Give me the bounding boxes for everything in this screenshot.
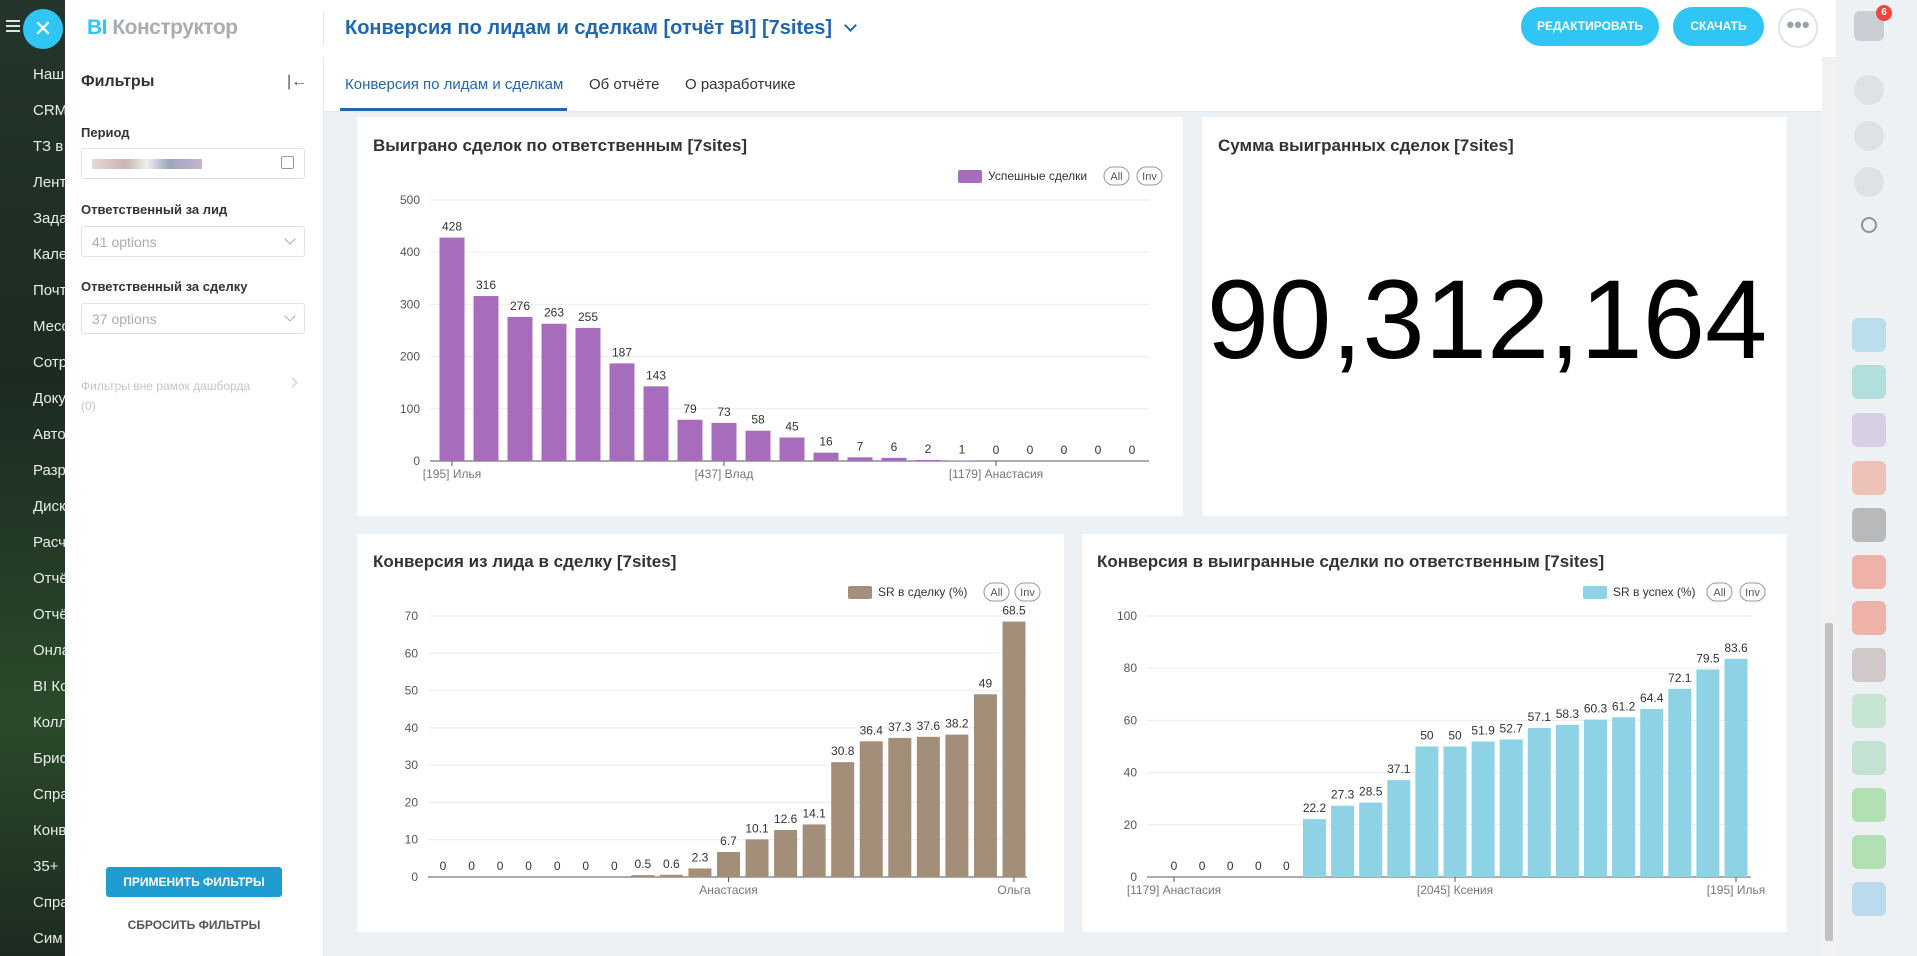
deal-owner-select[interactable]: 37 options [81, 303, 305, 334]
menu-item[interactable]: 35+ [33, 858, 59, 875]
menu-item[interactable]: Отчё [33, 570, 65, 587]
collapse-icon[interactable]: |← [287, 73, 308, 90]
chevron [284, 310, 296, 322]
menu-item[interactable]: Разр [33, 462, 65, 479]
tabs: Конверсия по лидам и сделкам Об отчёте О… [324, 57, 1822, 112]
search-icon[interactable] [1861, 217, 1877, 233]
avatar[interactable] [1852, 648, 1886, 682]
hamburger-icon[interactable] [6, 20, 20, 22]
sidebar-icon[interactable] [1854, 167, 1884, 197]
menu-item[interactable]: Сим [33, 930, 63, 947]
menu-item[interactable]: Авто [33, 426, 65, 443]
menu-item[interactable]: BI Ко [33, 678, 65, 695]
download-button[interactable]: СКАЧАТЬ [1673, 7, 1764, 46]
logo-text: Конструктор [112, 16, 238, 39]
menu-item[interactable]: CRM [33, 102, 65, 119]
close-button[interactable]: ✕ [23, 9, 63, 49]
menu-item[interactable]: Кале [33, 246, 65, 263]
deal-owner-value: 37 options [92, 311, 157, 327]
lead-owner-label: Ответственный за лид [81, 202, 228, 217]
scroll-thumb[interactable] [1825, 623, 1833, 941]
report-title[interactable]: Конверсия по лидам и сделкам [отчёт BI] … [345, 17, 857, 40]
avatar[interactable] [1852, 461, 1886, 495]
menu-item[interactable]: Диск [33, 498, 65, 515]
reset-button[interactable]: СБРОСИТЬ ФИЛЬТРЫ [127, 918, 261, 932]
tab[interactable]: Об отчёте [589, 76, 660, 93]
period-label: Период [81, 125, 130, 140]
menu-item[interactable]: Спра [33, 894, 65, 911]
logo-bi: BI [87, 16, 108, 39]
lead-owner-value: 41 options [92, 234, 157, 250]
tab[interactable]: Конверсия по лидам и сделкам [345, 76, 564, 93]
scrollbar [1822, 57, 1836, 956]
separator [323, 12, 324, 46]
dashboard [324, 112, 1822, 956]
avatar[interactable] [1852, 555, 1886, 589]
sidebar-icon[interactable] [1854, 121, 1884, 151]
menu-item[interactable]: ТЗ в [33, 138, 64, 155]
outside-filters-label: Фильтры вне рамок дашборда [81, 379, 251, 393]
filters-panel: Фильтры |← Период Ответственный за лид 4… [65, 57, 324, 956]
menu-item[interactable]: Спра [33, 786, 65, 803]
edit-button[interactable]: РЕДАКТИРОВАТЬ [1521, 7, 1659, 46]
avatar[interactable] [1852, 318, 1886, 352]
card [1082, 534, 1787, 932]
report-title-text: Конверсия по лидам и сделкам [отчёт BI] … [345, 17, 833, 39]
avatar[interactable] [1852, 835, 1886, 869]
logo: BI Конструктор [87, 16, 238, 40]
menu-item[interactable]: Сотр [33, 354, 65, 371]
menu-item[interactable]: Зада [33, 210, 65, 227]
outside-chevron [287, 377, 298, 388]
calendar-icon [281, 156, 294, 169]
avatar[interactable] [1852, 508, 1886, 542]
chevron [284, 233, 296, 245]
title-chevron [843, 19, 857, 32]
menu-item[interactable]: Колл [33, 714, 65, 731]
menu-item[interactable]: Почт [33, 282, 65, 299]
tab-underline [340, 108, 567, 111]
tab[interactable]: О разработчике [685, 76, 796, 93]
menu-item[interactable]: Наш [33, 66, 65, 83]
card [357, 117, 1183, 516]
more-button[interactable]: ••• [1778, 8, 1818, 48]
avatar[interactable] [1852, 694, 1886, 728]
menu-item[interactable]: Онла [33, 642, 65, 659]
card [357, 534, 1064, 932]
notification-badge: 6 [1876, 5, 1892, 21]
apply-button[interactable]: ПРИМЕНИТЬ ФИЛЬТРЫ [106, 867, 282, 897]
menu-item[interactable]: Отчё [33, 606, 65, 623]
card [1202, 117, 1787, 516]
avatar[interactable] [1852, 601, 1886, 635]
outside-filters[interactable]: Фильтры вне рамок дашборда (0) [81, 376, 250, 416]
outside-filters-count: (0) [81, 399, 96, 413]
menu-item[interactable]: Доку [33, 390, 65, 407]
right-sidebar: 6 [1836, 0, 1917, 956]
menu-item[interactable]: Конв [33, 822, 65, 839]
period-value [92, 159, 202, 169]
avatar[interactable] [1852, 788, 1886, 822]
period-field[interactable] [81, 148, 305, 179]
lead-owner-select[interactable]: 41 options [81, 226, 305, 257]
deal-owner-label: Ответственный за сделку [81, 279, 248, 294]
avatar[interactable] [1852, 365, 1886, 399]
avatar[interactable] [1852, 741, 1886, 775]
menu-item[interactable]: Лент [33, 174, 65, 191]
menu-item[interactable]: Месс [33, 318, 65, 335]
menu-item[interactable]: Брис [33, 750, 65, 767]
filters-title: Фильтры [81, 73, 155, 90]
sidebar-icon[interactable] [1854, 75, 1884, 105]
avatar[interactable] [1852, 413, 1886, 447]
left-menu: Наш CRM ТЗ в Лент Зада Кале Почт Месс Сотр Доку Ав… [0, 0, 65, 956]
avatar[interactable] [1852, 882, 1886, 916]
menu-item[interactable]: Расч [33, 534, 65, 551]
